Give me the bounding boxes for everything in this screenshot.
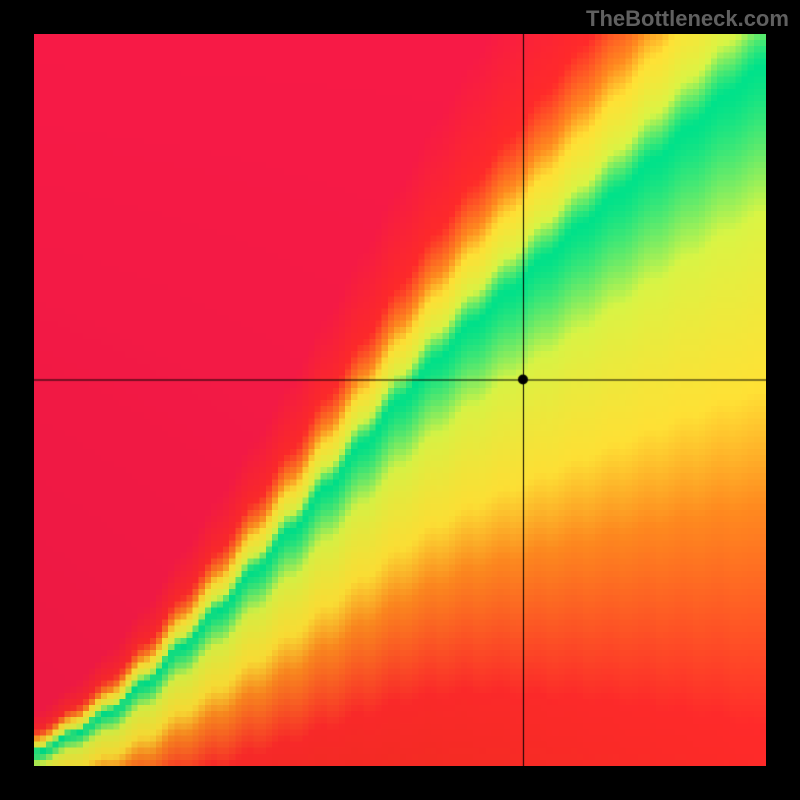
crosshair-overlay	[34, 34, 766, 766]
figure-container: TheBottleneck.com	[0, 0, 800, 800]
watermark-text: TheBottleneck.com	[586, 6, 789, 32]
